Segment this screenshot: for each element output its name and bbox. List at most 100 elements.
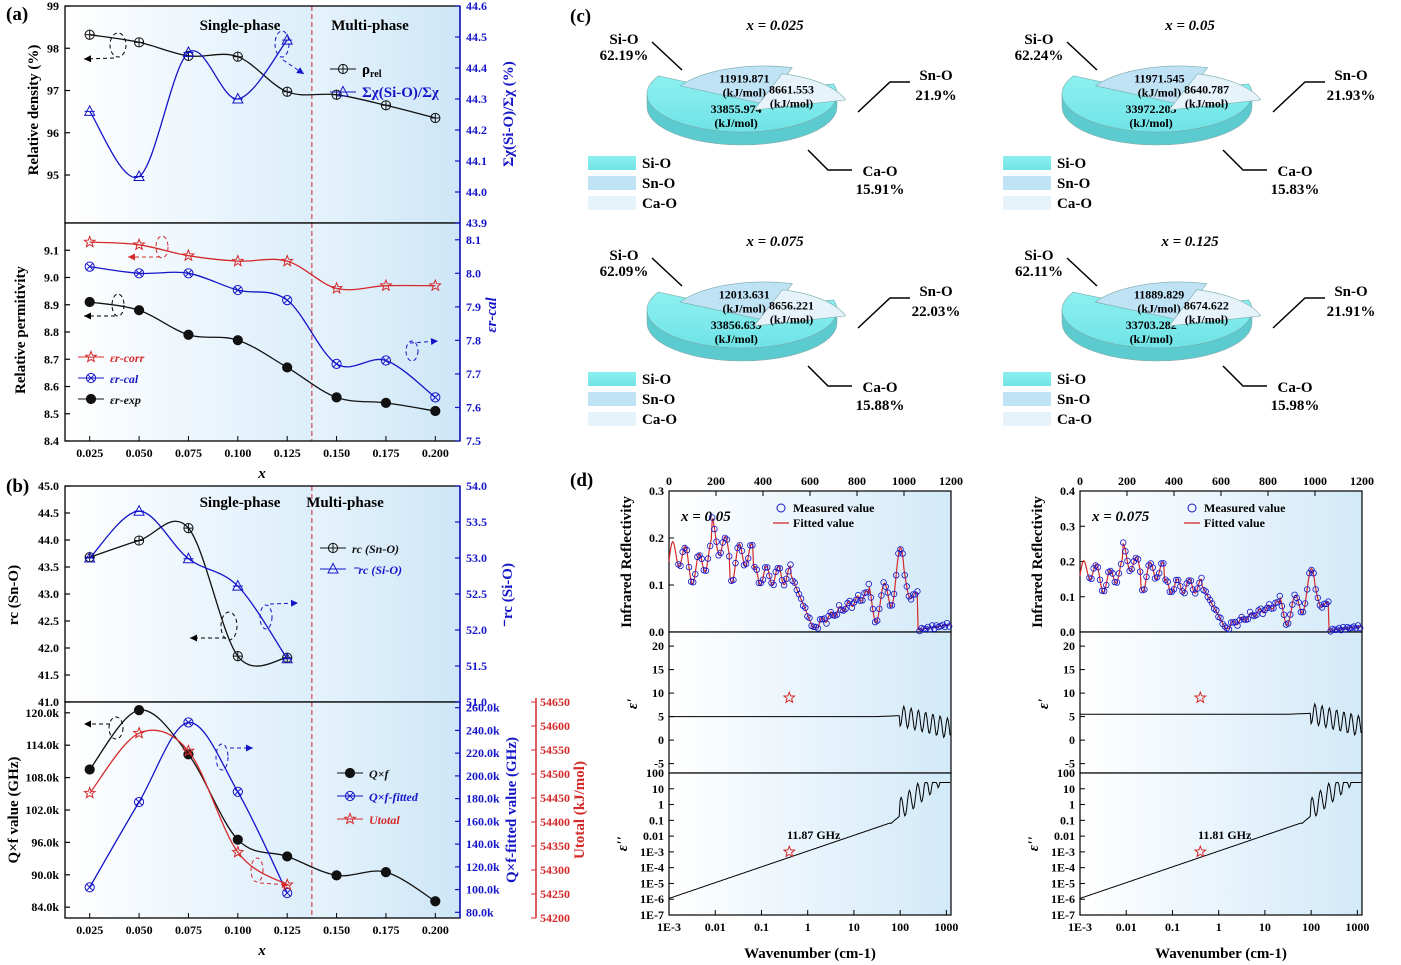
ir-measured-point	[1335, 624, 1343, 632]
a-bot-legend-2: εr-exp	[110, 393, 141, 407]
a-legend-chi: Σχ(Si-O)/Σχ	[362, 85, 440, 101]
pie-title: x = 0.075	[745, 234, 804, 250]
ir-measured-point	[833, 611, 841, 618]
pie-unit-0: (kJ/mol)	[714, 116, 757, 130]
pie-leader-2	[1222, 365, 1267, 387]
ir-e1-tick-label-0: -5	[1065, 757, 1075, 771]
ir-e1-tick-label-4: 15	[652, 663, 664, 677]
ir-measured-point	[1094, 564, 1102, 571]
b-top-ann-left-ellipse	[220, 611, 238, 641]
ir-e2-star	[1193, 844, 1207, 858]
ir-e2-tick-label-9: 100	[646, 766, 664, 780]
ir-measured-point	[1232, 618, 1239, 626]
ir-measured-point	[772, 568, 779, 575]
b-bot-y2-tick-label-7: 220.0k	[466, 746, 500, 760]
ir-measured-point	[1100, 587, 1108, 595]
ir-measured-point	[802, 604, 809, 611]
ir-measured-point	[893, 572, 900, 579]
pie-legend-swatch-0	[588, 372, 636, 386]
a-bot-series-0-point-6	[379, 278, 393, 292]
marker-cross	[183, 523, 194, 533]
b-y3-tick-label-8: 54600	[540, 719, 570, 733]
ir-measured-point	[1172, 576, 1180, 584]
ir-e2-annotation: 11.87 GHz	[787, 828, 841, 842]
pie-leader-0	[1066, 257, 1098, 287]
ir-measured-point	[1261, 606, 1269, 614]
b-x-tick-label-0: 0.025	[76, 923, 103, 937]
ir-measured-point	[747, 542, 754, 549]
region-label-multi: Multi-phase	[331, 18, 409, 34]
ir-measured-point	[726, 553, 733, 560]
pie-title: x = 0.125	[1160, 234, 1219, 250]
a-rho-point-1	[133, 37, 145, 48]
b-y3-tick-label-1: 54250	[540, 887, 570, 901]
ir-measured-point	[742, 560, 750, 567]
ir-measured-point	[878, 592, 885, 599]
a-bot-y2-tick-label-6: 8.1	[466, 233, 481, 247]
ir-e2-tick-label-0: 1E-7	[640, 908, 664, 922]
b-x-tick-label-2: 0.075	[175, 923, 202, 937]
ir-measured-point	[899, 550, 906, 557]
a-bot-series-2-point-1	[133, 305, 145, 316]
ir-r-tick-label-2: 0.2	[1060, 555, 1075, 569]
marker-cross	[233, 651, 243, 661]
ir-r-tick-label-1: 0.1	[649, 578, 664, 592]
ir-e2-tick-label-2: 1E-5	[640, 876, 664, 890]
ir-e1-star	[1193, 690, 1207, 704]
a-top-y2-tick-label-5: 44.4	[466, 61, 487, 75]
panel-c: x = 0.02533855.974(kJ/mol)11919.871(kJ/m…	[588, 18, 1375, 428]
ir-x-tick-label-1: 0.01	[1116, 920, 1137, 934]
ir-e2-tick-label-5: 0.01	[643, 829, 664, 843]
ir-subplot-1	[668, 631, 952, 774]
ir-top-tick-label-6: 1200	[939, 474, 963, 488]
ir-measured-point	[1318, 604, 1326, 611]
ir-measured-point	[840, 607, 847, 614]
a-bot-y2-tick-label-2: 7.7	[466, 367, 481, 381]
ir-x-tick-label-1: 0.01	[705, 920, 726, 934]
a-rho-point-0	[84, 29, 95, 40]
ir-measured-point	[823, 620, 830, 627]
a-bot-series-0-point-3	[231, 254, 245, 267]
ir-measured-point	[776, 565, 784, 572]
ir-e2-tick-label-9: 100	[1057, 766, 1075, 780]
pie-cat-label-2: Ca-O	[863, 164, 898, 180]
pie-legend-swatch-0	[588, 156, 636, 170]
marker-ring	[232, 786, 243, 797]
ir-title: x = 0.05	[680, 509, 731, 525]
b-top-y-tick-label-5: 43.5	[38, 560, 59, 574]
a-bot-series-1-point-1	[133, 268, 145, 279]
ir-measured-point	[1274, 599, 1281, 606]
ir-measured-point	[717, 549, 724, 556]
ir-measured-point	[867, 594, 875, 601]
b-bot-series-1-point-0	[84, 882, 95, 893]
b-top-series-1-point-2	[182, 552, 195, 564]
marker-cross	[184, 718, 193, 727]
ir-measured-point	[1287, 611, 1294, 618]
a-top-y2-tick-label-4: 44.3	[466, 92, 487, 106]
marker-cross	[234, 788, 242, 796]
ir-measured-point	[855, 591, 862, 599]
ir-x-tick-label-2: 0.1	[754, 920, 769, 934]
ir-measured-point	[1170, 586, 1178, 593]
ir-e1-tick-label-1: 0	[658, 733, 664, 747]
b-bottom-bg-single	[65, 702, 312, 918]
b-top-series-1-point-3	[231, 579, 244, 591]
ir-measured-point	[1284, 620, 1292, 627]
a-bot-series-1-point-2	[183, 268, 194, 279]
marker-triangle	[231, 92, 244, 104]
a-bot-y-tick-label-6: 9.0	[44, 271, 59, 285]
pie-title: x = 0.05	[1164, 18, 1215, 34]
a-bot-y2-tick-label-4: 7.9	[466, 300, 481, 314]
ir-top-tick-label-5: 1000	[1303, 474, 1327, 488]
ir-e2-tick-label-0: 1E-7	[1051, 908, 1075, 922]
marker-ring	[183, 717, 194, 728]
ir-measured-point	[939, 621, 946, 628]
pie-cat-label-0: Si-O	[1024, 32, 1053, 48]
pie-legend-label-0: Si-O	[642, 156, 671, 172]
ir-measured-point	[1221, 623, 1228, 630]
pie-legend-label-0: Si-O	[1057, 156, 1086, 172]
a-bot-y-tick-label-4: 8.8	[44, 325, 59, 339]
a-top-y2-tick-label-1: 44.0	[466, 185, 487, 199]
ir-measured-point	[785, 568, 792, 575]
